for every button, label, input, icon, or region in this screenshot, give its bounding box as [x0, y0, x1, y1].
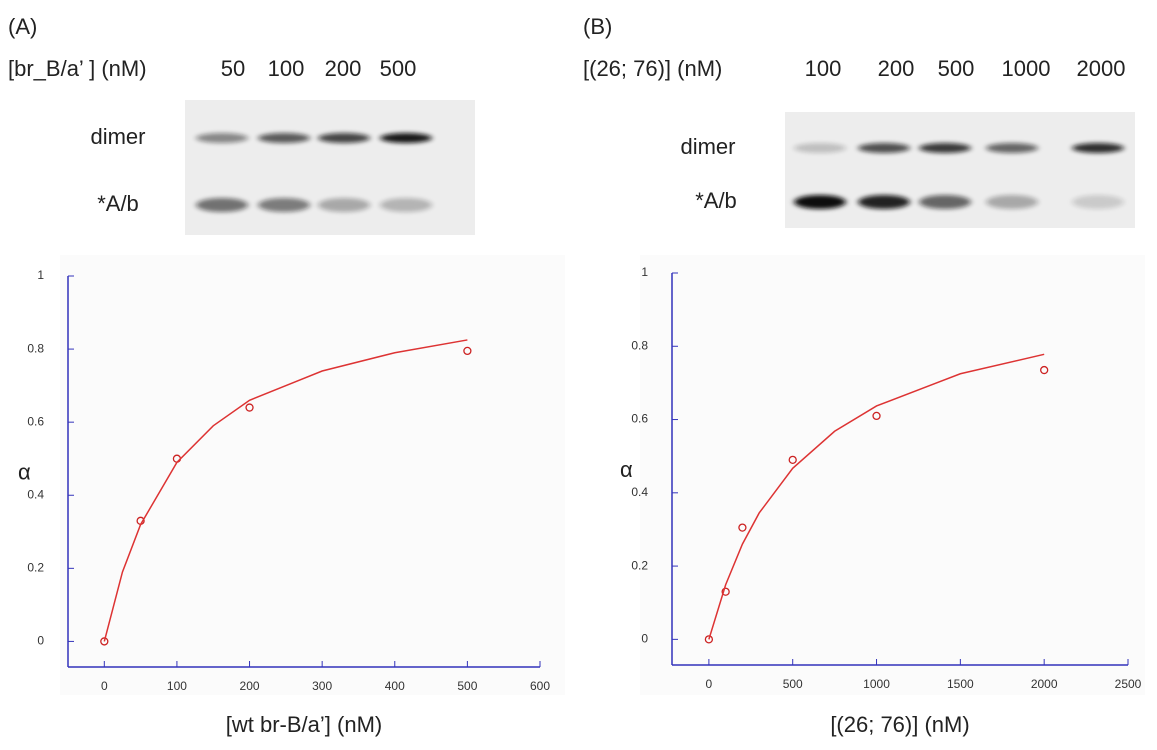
y-tick-label: 0.6 [27, 414, 44, 428]
gel-band [196, 198, 248, 212]
y-tick-label: 0 [37, 634, 44, 648]
x-tick-label: 600 [530, 679, 550, 693]
gel-band [986, 143, 1038, 153]
y-tick-label: 0 [641, 632, 648, 646]
band-label: dimer [680, 134, 735, 159]
fit-curve [103, 339, 468, 642]
panel-label: (A) [8, 14, 37, 39]
y-tick-label: 0.4 [631, 485, 648, 499]
lane-label: 2000 [1077, 56, 1126, 81]
concentration-label: [(26; 76)] (nM) [583, 56, 722, 81]
gel-band [794, 143, 846, 153]
y-tick-label: 0.8 [27, 341, 44, 355]
x-tick-label: 100 [167, 679, 187, 693]
lane-label: 500 [938, 56, 975, 81]
x-tick-label: 500 [783, 677, 803, 691]
x-axis-label: [wt br-B/a’] (nM) [226, 712, 382, 737]
data-point [738, 523, 747, 532]
data-point [788, 455, 797, 464]
gel-band [318, 133, 370, 143]
y-axis-label: α [620, 457, 633, 482]
gel-band [919, 143, 971, 153]
lane-label: 200 [878, 56, 915, 81]
data-point [463, 346, 472, 356]
concentration-label: [br_B/a’ ] (nM) [8, 56, 147, 81]
plot-background [60, 255, 565, 695]
data-point [100, 637, 109, 646]
x-tick-label: 0 [101, 679, 108, 693]
panel-label: (B) [583, 14, 612, 39]
data-point [872, 411, 881, 421]
gel-band [858, 143, 910, 153]
y-tick-label: 0.8 [631, 338, 648, 352]
gel-image [185, 100, 475, 235]
gel-band [380, 198, 432, 212]
data-point [704, 635, 714, 644]
y-tick-label: 1 [37, 268, 44, 282]
y-tick-label: 0.4 [27, 487, 44, 501]
gel-band [986, 195, 1038, 209]
gel-band [258, 198, 310, 212]
gel-band [318, 198, 370, 212]
x-tick-label: 200 [240, 679, 260, 693]
gel-band [1072, 195, 1124, 209]
y-tick-label: 0.2 [631, 558, 648, 572]
gel-band [258, 133, 310, 143]
lane-label: 200 [325, 56, 362, 81]
y-axis-label: α [18, 459, 31, 484]
x-tick-label: 400 [385, 679, 405, 693]
x-tick-label: 2500 [1115, 677, 1142, 691]
y-tick-label: 0.6 [631, 412, 648, 426]
x-tick-label: 0 [706, 677, 713, 691]
band-label: *A/b [97, 191, 139, 216]
data-point [1040, 365, 1049, 375]
y-tick-label: 0.2 [27, 561, 44, 575]
x-tick-label: 500 [457, 679, 477, 693]
plot-background [640, 255, 1145, 695]
x-tick-label: 1000 [863, 677, 890, 691]
gel-band [196, 133, 248, 143]
y-tick-label: 1 [641, 265, 648, 279]
x-axis-label: [(26; 76)] (nM) [830, 712, 969, 737]
data-point [245, 403, 254, 412]
band-label: dimer [90, 124, 145, 149]
lane-label: 50 [221, 56, 245, 81]
lane-label: 100 [805, 56, 842, 81]
gel-band [858, 195, 910, 209]
data-point [721, 587, 730, 596]
lane-label: 1000 [1002, 56, 1051, 81]
lane-label: 100 [268, 56, 305, 81]
x-tick-label: 2000 [1031, 677, 1058, 691]
gel-band [380, 133, 432, 143]
fit-curve [708, 353, 1045, 640]
band-label: *A/b [695, 188, 737, 213]
gel-band [1072, 143, 1124, 153]
gel-band [919, 195, 971, 209]
gel-band [794, 195, 846, 209]
x-tick-label: 300 [312, 679, 332, 693]
gel-image [785, 112, 1135, 228]
x-tick-label: 1500 [947, 677, 974, 691]
lane-label: 500 [380, 56, 417, 81]
